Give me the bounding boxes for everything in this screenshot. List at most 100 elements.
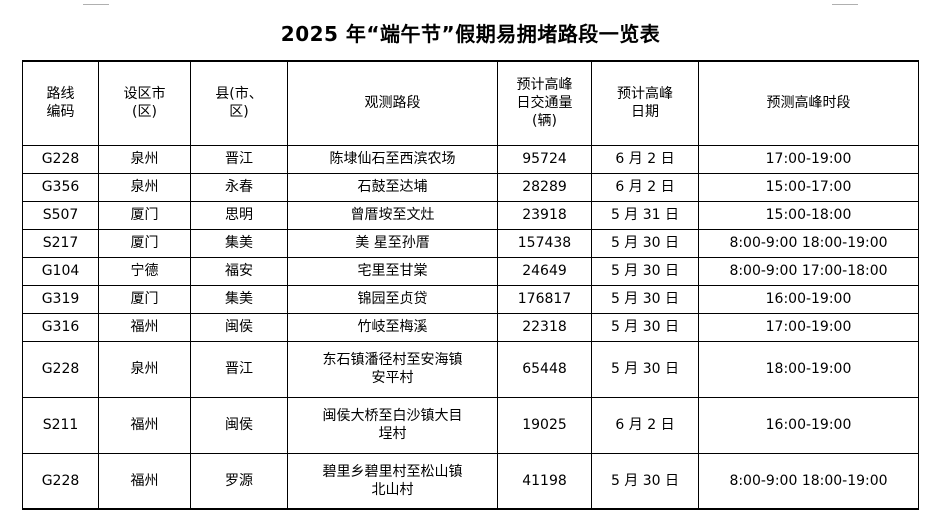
cell-section: 陈埭仙石至西滨农场 [287, 144, 498, 174]
table-row: G228 泉州 晋江 陈埭仙石至西滨农场 95724 6 月 2 日 17:00… [22, 144, 919, 174]
table-row: G319 厦门 集美 锦园至贞贷 176817 5 月 30 日 16:00-1… [22, 284, 919, 314]
cell-date: 5 月 30 日 [591, 256, 699, 286]
header-county-line1: 县(市、 [215, 86, 263, 103]
header-period: 预测高峰时段 [698, 60, 919, 146]
cell-county: 罗源 [190, 452, 288, 510]
cell-section: 美 星至孙厝 [287, 228, 498, 258]
header-row: 路线 编码 设区市 (区) 县(市、 区) 观测路段 预计高峰 日交通量 (辆)… [22, 60, 919, 146]
header-section: 观测路段 [287, 60, 498, 146]
cell-date: 6 月 2 日 [591, 172, 699, 202]
cell-section: 曾厝垵至文灶 [287, 200, 498, 230]
page-corner-mark-right [832, 0, 858, 5]
cell-county: 闽侯 [190, 312, 288, 342]
cell-county: 永春 [190, 172, 288, 202]
header-code: 路线 编码 [22, 60, 99, 146]
cell-traffic: 22318 [497, 312, 592, 342]
cell-section: 碧里乡碧里村至松山镇 北山村 [287, 452, 498, 510]
cell-code: G104 [22, 256, 99, 286]
cell-section-line2: 埕村 [378, 426, 407, 442]
header-date: 预计高峰 日期 [591, 60, 699, 146]
cell-code: G228 [22, 144, 99, 174]
cell-county: 晋江 [190, 340, 288, 398]
header-county-line2: 区) [229, 104, 249, 121]
cell-city: 宁德 [98, 256, 191, 286]
header-traffic-line1: 预计高峰 [516, 77, 573, 94]
cell-city: 福州 [98, 396, 191, 454]
cell-traffic: 176817 [497, 284, 592, 314]
cell-code: G356 [22, 172, 99, 202]
cell-county: 思明 [190, 200, 288, 230]
cell-section: 宅里至甘棠 [287, 256, 498, 286]
cell-traffic: 95724 [497, 144, 592, 174]
cell-city: 福州 [98, 312, 191, 342]
table-row: G356 泉州 永春 石鼓至达埔 28289 6 月 2 日 15:00-17:… [22, 172, 919, 202]
cell-section: 竹岐至梅溪 [287, 312, 498, 342]
cell-period: 8:00-9:00 18:00-19:00 [698, 452, 919, 510]
table-row: G104 宁德 福安 宅里至甘棠 24649 5 月 30 日 8:00-9:0… [22, 256, 919, 286]
cell-traffic: 157438 [497, 228, 592, 258]
cell-city: 泉州 [98, 144, 191, 174]
table-row: S217 厦门 集美 美 星至孙厝 157438 5 月 30 日 8:00-9… [22, 228, 919, 258]
cell-date: 5 月 30 日 [591, 340, 699, 398]
cell-section-line2: 安平村 [371, 370, 414, 386]
cell-county: 福安 [190, 256, 288, 286]
cell-code: S211 [22, 396, 99, 454]
cell-code: G228 [22, 452, 99, 510]
cell-traffic: 23918 [497, 200, 592, 230]
header-traffic-line2: 日交通量 [516, 95, 573, 112]
table-row: G228 福州 罗源 碧里乡碧里村至松山镇 北山村 41198 5 月 30 日… [22, 452, 919, 510]
cell-date: 5 月 31 日 [591, 200, 699, 230]
page-corner-mark-left [83, 0, 109, 5]
cell-section: 东石镇潘径村至安海镇 安平村 [287, 340, 498, 398]
cell-traffic: 24649 [497, 256, 592, 286]
cell-code: S217 [22, 228, 99, 258]
cell-city: 泉州 [98, 340, 191, 398]
cell-section-line1: 闽侯大桥至白沙镇大目 [322, 408, 463, 424]
cell-code: G319 [22, 284, 99, 314]
cell-county: 集美 [190, 284, 288, 314]
cell-period: 8:00-9:00 18:00-19:00 [698, 228, 919, 258]
header-city-line2: (区) [132, 104, 157, 121]
cell-date: 5 月 30 日 [591, 228, 699, 258]
cell-date: 5 月 30 日 [591, 452, 699, 510]
cell-county: 晋江 [190, 144, 288, 174]
cell-date: 6 月 2 日 [591, 144, 699, 174]
cell-traffic: 19025 [497, 396, 592, 454]
cell-period: 15:00-18:00 [698, 200, 919, 230]
cell-code: G316 [22, 312, 99, 342]
cell-period: 15:00-17:00 [698, 172, 919, 202]
cell-section: 石鼓至达埔 [287, 172, 498, 202]
cell-city: 厦门 [98, 228, 191, 258]
cell-section-line2: 北山村 [371, 481, 414, 498]
header-traffic-line3: (辆) [532, 113, 557, 130]
table-row: S211 福州 闽侯 闽侯大桥至白沙镇大目 埕村 19025 6 月 2 日 1… [22, 396, 919, 454]
table-row: G228 泉州 晋江 东石镇潘径村至安海镇 安平村 65448 5 月 30 日… [22, 340, 919, 398]
header-code-line2: 编码 [46, 104, 75, 121]
cell-date: 5 月 30 日 [591, 284, 699, 314]
cell-section: 闽侯大桥至白沙镇大目 埕村 [287, 396, 498, 454]
cell-section-line1: 碧里乡碧里村至松山镇 [322, 463, 463, 480]
table-row: G316 福州 闽侯 竹岐至梅溪 22318 5 月 30 日 17:00-19… [22, 312, 919, 342]
document-title: 2025 年“端午节”假期易拥堵路段一览表 [280, 22, 661, 46]
header-traffic: 预计高峰 日交通量 (辆) [497, 60, 592, 146]
cell-section-line1: 东石镇潘径村至安海镇 [322, 352, 463, 368]
cell-period: 16:00-19:00 [698, 284, 919, 314]
cell-date: 6 月 2 日 [591, 396, 699, 454]
header-county: 县(市、 区) [190, 60, 288, 146]
congestion-table: 路线 编码 设区市 (区) 县(市、 区) 观测路段 预计高峰 日交通量 (辆)… [22, 60, 919, 510]
cell-period: 17:00-19:00 [698, 312, 919, 342]
cell-county: 闽侯 [190, 396, 288, 454]
cell-period: 8:00-9:00 17:00-18:00 [698, 256, 919, 286]
header-code-line1: 路线 [46, 86, 75, 103]
cell-period: 17:00-19:00 [698, 144, 919, 174]
cell-city: 泉州 [98, 172, 191, 202]
cell-date: 5 月 30 日 [591, 312, 699, 342]
cell-code: S507 [22, 200, 99, 230]
header-city-line1: 设区市 [123, 86, 166, 103]
cell-city: 福州 [98, 452, 191, 510]
cell-city: 厦门 [98, 200, 191, 230]
header-date-line1: 预计高峰 [617, 86, 673, 103]
cell-traffic: 41198 [497, 452, 592, 510]
cell-code: G228 [22, 340, 99, 398]
cell-period: 16:00-19:00 [698, 396, 919, 454]
